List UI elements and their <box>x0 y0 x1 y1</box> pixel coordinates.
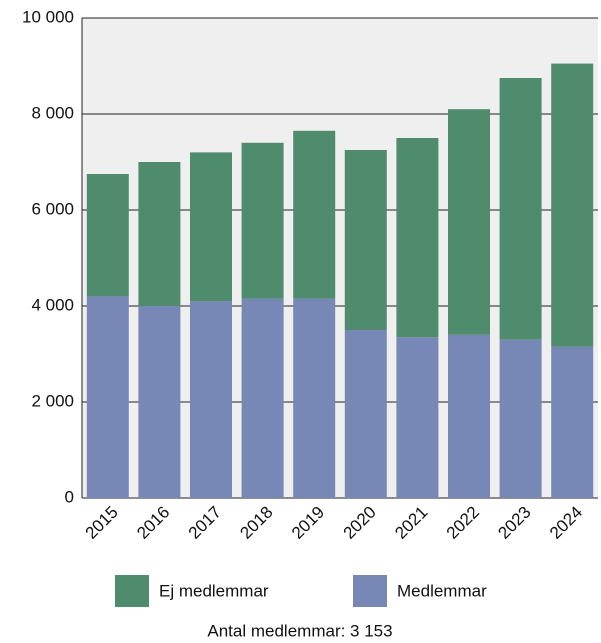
bar-segment <box>396 138 439 338</box>
x-tick-label: 2021 <box>391 503 431 543</box>
bar-segment <box>293 130 336 299</box>
bar-segment <box>448 334 490 498</box>
y-tick-label: 10 000 <box>22 7 74 26</box>
y-tick-label: 0 <box>65 487 74 506</box>
legend-swatch <box>115 575 149 607</box>
legend-label: Medlemmar <box>397 581 487 600</box>
x-tick-label: 2019 <box>288 503 328 543</box>
x-tick-label: 2017 <box>185 503 225 543</box>
bar-segment <box>293 298 336 498</box>
x-tick-label: 2015 <box>82 503 122 543</box>
y-tick-label: 2 000 <box>31 391 74 410</box>
bar-segment <box>138 162 181 306</box>
bar-segment <box>499 339 542 498</box>
x-tick-label: 2024 <box>546 503 586 543</box>
legend-label: Ej medlemmar <box>159 581 269 600</box>
y-tick-label: 8 000 <box>31 103 74 122</box>
y-tick-label: 6 000 <box>31 199 74 218</box>
bar-segment <box>190 152 232 302</box>
bar-segment <box>499 78 542 340</box>
bar-segment <box>551 63 594 347</box>
bar-segment <box>448 109 490 335</box>
bar-segment <box>344 150 387 330</box>
y-tick-label: 4 000 <box>31 295 74 314</box>
footnote: Antal medlemmar: 3 153 <box>207 621 392 640</box>
bar-segment <box>190 301 232 498</box>
x-tick-label: 2020 <box>340 503 380 543</box>
x-tick-label: 2023 <box>494 503 534 543</box>
bar-segment <box>396 337 439 498</box>
x-tick-label: 2022 <box>443 503 483 543</box>
legend-swatch <box>353 575 387 607</box>
bar-segment <box>241 142 284 299</box>
bar-segment <box>551 346 594 498</box>
bar-segment <box>138 306 181 498</box>
x-tick-label: 2018 <box>236 503 276 543</box>
x-tick-label: 2016 <box>133 503 173 543</box>
bar-segment <box>344 330 387 498</box>
bar-segment <box>86 174 129 297</box>
bar-segment <box>241 298 284 498</box>
bar-segment <box>86 296 129 498</box>
